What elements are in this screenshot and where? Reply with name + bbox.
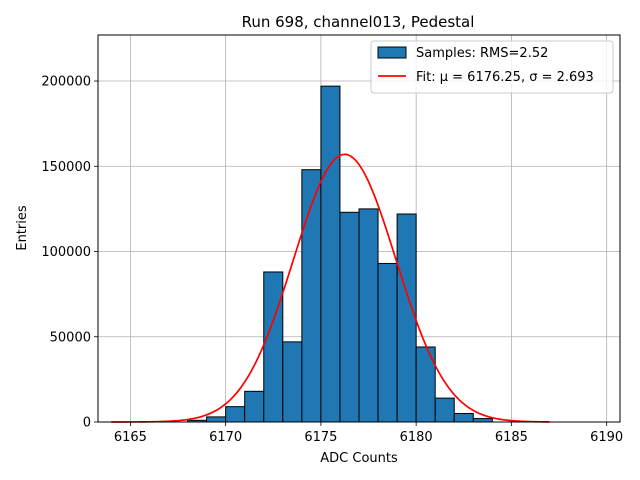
y-tick-label: 150000: [41, 160, 91, 175]
legend-box: [370, 40, 614, 94]
y-tick-label: 200000: [41, 75, 91, 90]
x-tick-label: 6175: [304, 430, 337, 445]
x-tick-label: 6170: [209, 430, 242, 445]
histogram-bar: [263, 271, 284, 423]
legend-fit-label: Fit: μ = 6176.25, σ = 2.693: [416, 70, 594, 85]
x-axis-ticks: 6165 6170 6175 6180 6185 6190: [114, 422, 623, 445]
histogram-bar: [453, 412, 474, 423]
histogram-bar: [434, 397, 455, 423]
y-tick-label: 0: [83, 416, 91, 431]
legend-samples-label: Samples: RMS=2.52: [416, 46, 548, 61]
histogram-bar: [339, 211, 360, 423]
x-axis-label: ADC Counts: [320, 451, 398, 466]
histogram-bars: [187, 85, 493, 423]
fit-curve-layer: [111, 153, 550, 423]
y-tick-label: 50000: [50, 330, 91, 345]
x-tick-label: 6180: [400, 430, 433, 445]
histogram-bar: [225, 406, 246, 423]
gaussian-fit-curve: [111, 153, 550, 423]
y-tick-label: 100000: [41, 245, 91, 260]
x-tick-label: 6190: [590, 430, 623, 445]
plot-frame: [97, 34, 621, 423]
histogram-bar: [244, 390, 265, 423]
histogram-bar: [320, 85, 341, 423]
y-axis-label: Entries: [15, 205, 30, 251]
y-axis-ticks: 0 50000 100000 150000 200000: [41, 75, 98, 431]
chart-title: Run 698, channel013, Pedestal: [242, 13, 475, 31]
histogram-bar: [282, 341, 303, 423]
x-tick-label: 6165: [114, 430, 147, 445]
histogram-bar: [377, 262, 398, 423]
histogram-bar: [396, 213, 417, 423]
histogram-bar: [358, 208, 379, 423]
histogram-bar: [206, 416, 227, 423]
histogram-bar: [472, 418, 493, 423]
x-tick-label: 6185: [495, 430, 528, 445]
legend: Samples: RMS=2.52 Fit: μ = 6176.25, σ = …: [370, 40, 614, 94]
legend-samples-swatch: [377, 46, 407, 59]
